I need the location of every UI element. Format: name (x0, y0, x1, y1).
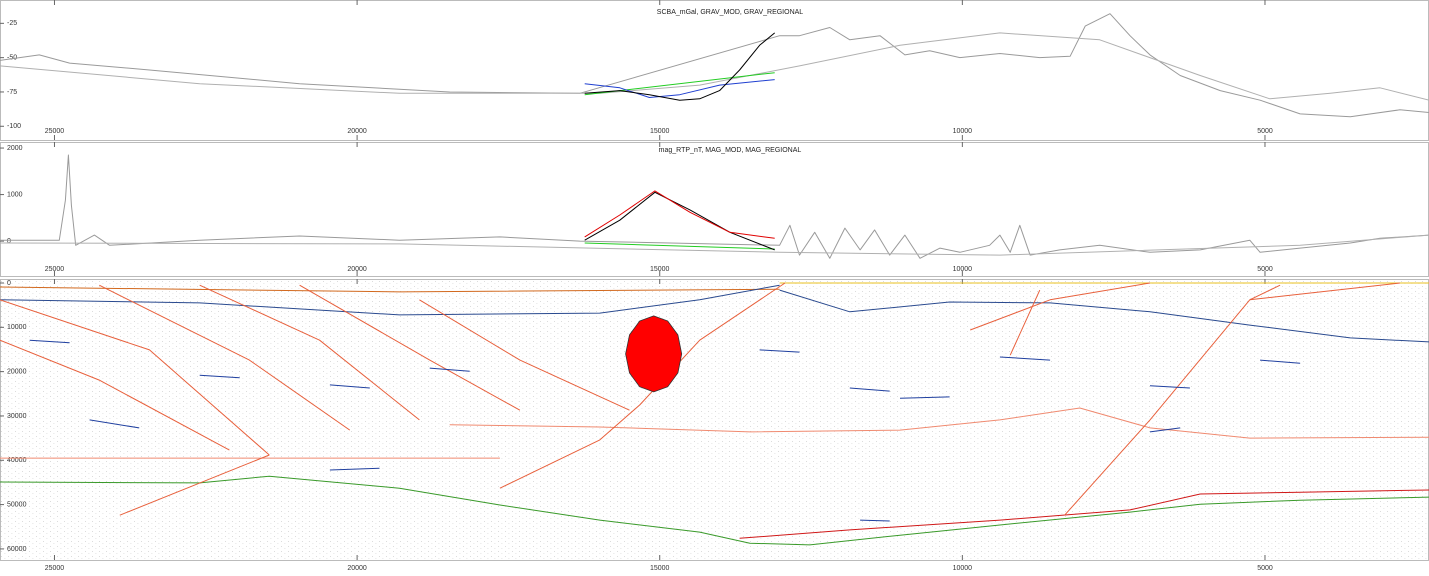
section-line (329, 384, 370, 389)
x-tick-label: 20000 (347, 266, 367, 273)
section-line (0, 339, 230, 451)
profile-line (0, 234, 1429, 256)
section-line (329, 467, 380, 471)
y-tick-label: -50 (7, 54, 17, 61)
section-line (860, 519, 890, 522)
section-line (299, 284, 521, 411)
profile-line (584, 191, 775, 251)
profile-line (0, 32, 1429, 101)
profile-line (0, 13, 1429, 118)
section-line (779, 289, 1429, 343)
section-line (0, 284, 780, 316)
section-line (449, 407, 1429, 439)
section-line (29, 339, 70, 344)
section-line (759, 349, 800, 353)
x-tick-label: 25000 (45, 128, 65, 135)
section-line (1149, 385, 1190, 389)
y-tick-label: 0 (7, 280, 11, 287)
x-tick-label: 5000 (1257, 266, 1273, 273)
x-tick-label: 25000 (45, 565, 65, 572)
profile-line (584, 32, 776, 101)
section-line (199, 374, 240, 379)
y-tick-label: 20000 (7, 368, 27, 375)
y-tick-label: -75 (7, 89, 17, 96)
x-tick-label: 25000 (45, 266, 65, 273)
section-line (1064, 284, 1281, 516)
section-line (1260, 359, 1301, 364)
x-tick-label: 20000 (347, 565, 367, 572)
profile-line (584, 79, 775, 98)
x-tick-label: 10000 (953, 128, 973, 135)
x-tick-label: 15000 (650, 128, 670, 135)
x-tick-label: 10000 (953, 266, 973, 273)
section-line (970, 282, 1151, 331)
profile-line (584, 242, 775, 250)
section-line (1249, 282, 1400, 301)
x-tick-label: 10000 (953, 565, 973, 572)
x-tick-label: 20000 (347, 128, 367, 135)
y-tick-label: 40000 (7, 457, 27, 464)
section-line (0, 475, 1429, 546)
section-line (849, 387, 890, 392)
gravity-frame (0, 0, 1429, 141)
y-tick-label: -25 (7, 20, 17, 27)
y-tick-label: 0 (7, 238, 11, 245)
y-tick-label: 2000 (7, 145, 23, 152)
section-line (899, 396, 950, 399)
section-line (999, 356, 1051, 361)
gravity-title: SCBA_mGal, GRAV_MOD, GRAV_REGIONAL (657, 9, 803, 16)
section-line (0, 286, 780, 293)
section-line (89, 419, 140, 429)
x-tick-label: 15000 (650, 565, 670, 572)
profile-line (0, 154, 1429, 259)
x-tick-label: 5000 (1257, 128, 1273, 135)
section-line (499, 282, 786, 489)
section-line (99, 284, 351, 431)
section-line (0, 299, 270, 456)
magnetic-frame (0, 142, 1429, 277)
section-line (1009, 289, 1041, 356)
profile-line (584, 190, 775, 239)
section-texture (0, 279, 1429, 560)
y-tick-label: -100 (7, 123, 21, 130)
section-line (119, 454, 270, 516)
section-line (419, 299, 630, 411)
model-body (625, 315, 683, 393)
section-line (739, 489, 1429, 539)
section-line (199, 284, 420, 421)
y-tick-label: 10000 (7, 324, 27, 331)
section-line (1149, 427, 1181, 433)
section-line (429, 367, 470, 372)
y-tick-label: 30000 (7, 413, 27, 420)
magnetic-title: mag_RTP_nT, MAG_MOD, MAG_REGIONAL (659, 147, 802, 154)
x-tick-label: 5000 (1257, 565, 1273, 572)
x-tick-label: 15000 (650, 266, 670, 273)
y-tick-label: 50000 (7, 501, 27, 508)
y-tick-label: 1000 (7, 191, 23, 198)
y-tick-label: 60000 (7, 546, 27, 553)
